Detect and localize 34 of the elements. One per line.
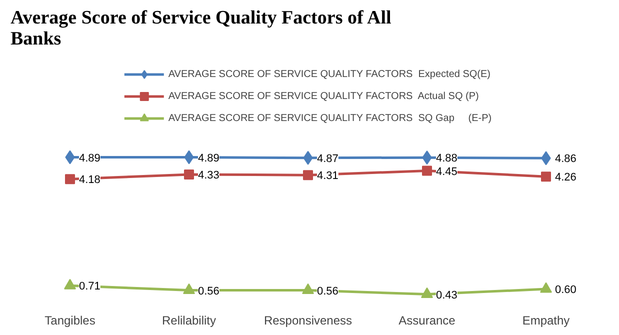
data-label: 0.56 [317,285,338,298]
data-label: 4.89 [198,152,220,164]
point [540,282,552,293]
data-label: 4.87 [317,152,338,165]
data-label: 0.43 [436,289,458,302]
data-label: 0.71 [79,280,100,293]
point [65,174,75,184]
x-tick-label: Empathy [522,314,570,328]
point [541,172,551,182]
point [303,170,313,180]
data-label: 4.45 [436,166,458,178]
point [64,278,76,290]
data-label: 4.33 [198,169,220,182]
x-tick-label: Responsiveness [264,314,352,328]
data-label: 4.86 [555,153,576,166]
legend-label: AVERAGE SCORE OF SERVICE QUALITY FACTORS Actual SQ (P) [168,90,479,103]
x-tick-label: Relilability [162,314,216,328]
point [421,287,433,298]
data-label: 0.60 [555,284,576,296]
data-label: 4.31 [317,170,338,182]
legend-label: AVERAGE SCORE OF SERVICE QUALITY FACTORS SQ Gap (E-P) [168,112,492,125]
data-label: 4.18 [79,174,100,186]
data-label: 4.89 [79,152,100,164]
point [183,283,195,294]
x-tick-label: Tangibles [44,314,96,328]
chart-title: Average Score of Service Quality Factors of All Banks [10,8,392,50]
point [184,169,194,180]
data-label: 4.26 [555,172,576,184]
data-label: 4.88 [436,152,458,165]
data-label: 0.56 [198,285,220,298]
legend-label: AVERAGE SCORE OF SERVICE QUALITY FACTORS Expected SQ(E) [168,68,491,81]
x-tick-label: Assurance [398,314,456,328]
point [422,166,432,176]
point [302,283,314,294]
